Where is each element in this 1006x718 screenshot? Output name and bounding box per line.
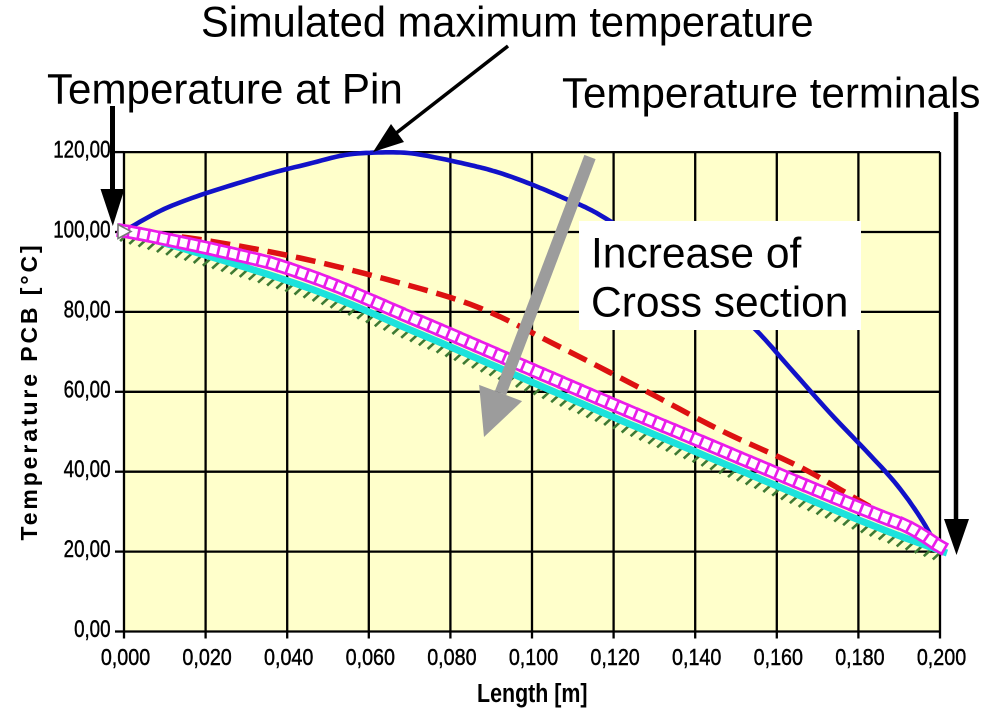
svg-text:0,160: 0,160 <box>754 643 803 670</box>
svg-text:0,060: 0,060 <box>346 643 395 670</box>
svg-text:0,040: 0,040 <box>264 643 313 670</box>
svg-text:Temperature terminals: Temperature terminals <box>562 69 980 116</box>
svg-text:40,00: 40,00 <box>64 456 111 483</box>
svg-text:Increase of: Increase of <box>591 231 801 278</box>
svg-text:Length [m]: Length [m] <box>477 679 587 708</box>
svg-text:0,120: 0,120 <box>590 643 639 670</box>
svg-text:0,100: 0,100 <box>509 643 558 670</box>
svg-text:Cross section: Cross section <box>591 280 848 327</box>
svg-text:Temperature at Pin: Temperature at Pin <box>47 65 403 112</box>
svg-text:120,00: 120,00 <box>53 136 110 163</box>
svg-text:0,020: 0,020 <box>182 643 231 670</box>
svg-text:60,00: 60,00 <box>64 376 111 403</box>
svg-text:0,180: 0,180 <box>835 643 884 670</box>
svg-text:0,140: 0,140 <box>672 643 721 670</box>
svg-text:100,00: 100,00 <box>53 216 110 243</box>
svg-text:80,00: 80,00 <box>64 296 111 323</box>
svg-text:Simulated maximum temperature: Simulated maximum temperature <box>201 0 814 46</box>
svg-text:20,00: 20,00 <box>64 536 111 563</box>
svg-text:Temperature PCB [°C]: Temperature PCB [°C] <box>16 242 42 540</box>
svg-text:0,080: 0,080 <box>427 643 476 670</box>
svg-text:0,00: 0,00 <box>74 616 110 643</box>
svg-text:0,200: 0,200 <box>917 643 966 670</box>
svg-text:0,000: 0,000 <box>101 643 150 670</box>
